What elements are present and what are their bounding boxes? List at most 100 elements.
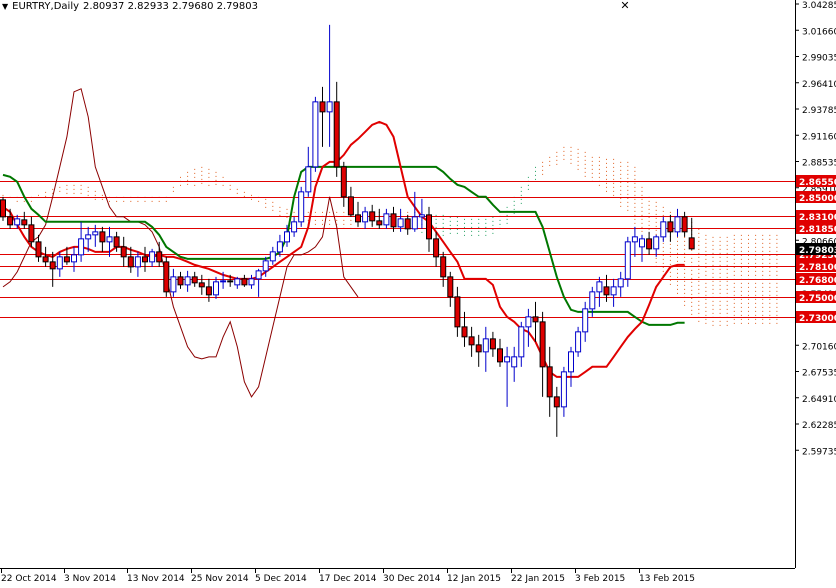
x-tick-label: 12 Jan 2015 — [447, 574, 501, 584]
candle-body — [191, 276, 198, 284]
candle-body — [312, 101, 319, 168]
candle-body — [688, 237, 695, 250]
bear-candle — [688, 217, 695, 250]
bull-candle — [149, 248, 156, 267]
candle-body — [518, 326, 525, 358]
level-price-box: 2.73000 — [796, 311, 836, 324]
candle-body — [418, 214, 425, 218]
bull-candle — [312, 96, 319, 172]
x-tick-label: 22 Jan 2015 — [511, 574, 565, 584]
bear-candle — [433, 231, 440, 267]
bear-candle — [489, 331, 496, 357]
bear-candle — [426, 206, 432, 252]
bear-candle — [404, 214, 411, 235]
candle-body — [198, 282, 205, 288]
candle-body — [170, 276, 177, 293]
y-tick-label: 2.62285 — [802, 421, 836, 431]
candle-body — [411, 216, 418, 230]
bull-candle — [134, 251, 141, 277]
candle-body — [326, 101, 333, 113]
bull-candle — [78, 221, 85, 262]
candle-body — [71, 254, 77, 263]
level-price-box: 2.78100 — [796, 260, 836, 273]
bull-candle — [482, 326, 489, 372]
candle-body — [42, 256, 49, 263]
y-tick-label: 2.88535 — [802, 159, 836, 169]
x-tick-label: 13 Nov 2014 — [127, 574, 185, 584]
bear-candle — [539, 311, 546, 397]
candle-body — [333, 101, 340, 168]
bear-candle — [461, 311, 468, 347]
candle-body — [582, 308, 589, 333]
bull-candle — [14, 214, 21, 229]
price-labels: 2.86550 2.85000 2.83100 2.81850 2.79250 2.781… — [796, 175, 836, 324]
candle-body — [404, 218, 411, 230]
candle-body — [504, 356, 511, 363]
price-box-bg — [796, 222, 836, 234]
bull-candle — [291, 216, 298, 237]
candle-body — [340, 166, 347, 198]
candle-body — [291, 221, 298, 233]
candle-body — [511, 356, 518, 368]
candle-body — [610, 286, 617, 296]
bear-candle — [241, 274, 248, 287]
bull-candle — [610, 278, 617, 307]
current-price-box: 2.79803 — [796, 243, 836, 256]
bear-candle — [475, 334, 482, 367]
candle-body — [667, 221, 674, 233]
y-tick-label: 2.59735 — [802, 447, 836, 457]
time-axis[interactable]: 22 Oct 2014 3 Nov 2014 13 Nov 2014 25 Nov 2… — [1, 568, 695, 584]
candle-body — [397, 218, 404, 228]
bull-candle — [653, 234, 660, 257]
bull-candle — [624, 236, 631, 287]
candle-body — [390, 213, 397, 228]
candle-body — [376, 220, 383, 226]
bear-candle — [99, 226, 106, 252]
candle-body — [433, 238, 440, 258]
bear-candle — [227, 274, 234, 287]
candle-body — [560, 371, 567, 408]
bear-candle — [667, 214, 674, 242]
bull-candle — [56, 251, 63, 277]
candle-body — [653, 236, 660, 250]
bear-candle — [163, 256, 170, 297]
candle-body — [85, 234, 92, 240]
price-box-text: 2.73000 — [799, 314, 836, 324]
bear-candle — [390, 206, 397, 232]
bear-candle — [553, 386, 560, 437]
bull-candle — [518, 321, 525, 367]
ohlc-values: 2.80937 2.82933 2.79680 2.79803 — [83, 1, 258, 12]
close-icon[interactable]: ✕ — [620, 0, 630, 12]
y-tick-label: 2.93785 — [802, 106, 836, 116]
x-tick-label: 30 Dec 2014 — [383, 574, 441, 584]
bear-candle — [21, 211, 28, 229]
bull-candle — [220, 271, 227, 289]
x-tick-label: 25 Nov 2014 — [191, 574, 249, 584]
y-tick-label: 2.64910 — [802, 395, 836, 405]
bull-candle — [362, 206, 369, 229]
bear-candle — [333, 81, 340, 177]
bear-candle — [7, 208, 14, 229]
bear-candle — [156, 241, 163, 267]
bear-candle — [369, 204, 376, 227]
candle-body — [553, 396, 560, 408]
candle-body — [241, 278, 248, 286]
dropdown-triangle-icon[interactable]: ▼ — [2, 2, 9, 11]
bear-candle — [347, 186, 354, 217]
candle-body — [227, 280, 234, 283]
bull-candle — [639, 234, 645, 262]
bull-candle — [262, 256, 269, 277]
x-tick-label: 3 Nov 2014 — [64, 574, 116, 584]
bull-candle — [276, 234, 283, 257]
candle-body — [631, 236, 638, 243]
candle-body — [220, 280, 227, 283]
candle-body — [383, 213, 390, 226]
candle-body — [35, 241, 42, 258]
bull-candle — [397, 208, 404, 232]
bull-candle — [596, 276, 603, 307]
x-tick-label: 5 Dec 2014 — [255, 574, 307, 584]
candle-body — [248, 278, 255, 286]
candle-body — [468, 336, 475, 346]
candle-body — [568, 351, 574, 373]
